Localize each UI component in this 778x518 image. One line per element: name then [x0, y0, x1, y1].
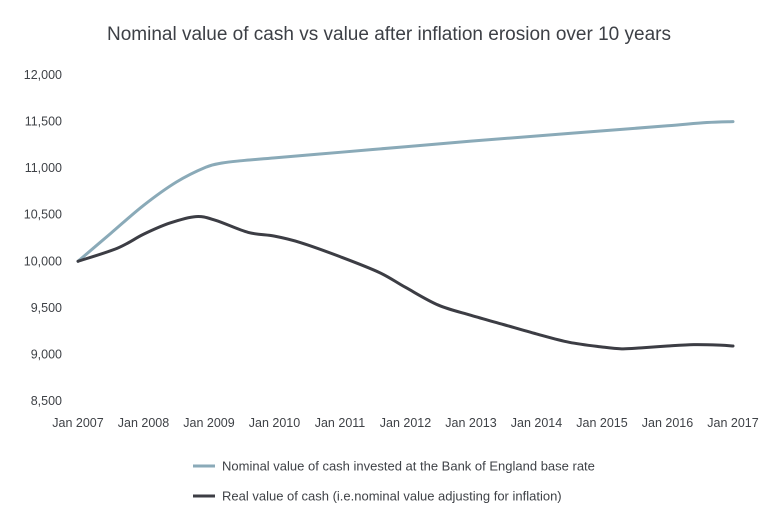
- legend-item-real: Real value of cash (i.e.nominal value ad…: [193, 489, 562, 504]
- y-tick-label: 8,500: [31, 394, 62, 408]
- nominal-value-line: [76, 120, 735, 263]
- x-tick-label: Jan 2014: [511, 416, 562, 430]
- y-tick-label: 11,000: [25, 161, 62, 175]
- y-tick-label: 10,000: [24, 254, 62, 268]
- x-tick-label: Jan 2009: [183, 416, 234, 430]
- legend: Nominal value of cash invested at the Ba…: [193, 459, 595, 504]
- x-tick-label: Jan 2015: [576, 416, 627, 430]
- y-tick-label: 9,500: [31, 301, 62, 315]
- x-tick-label: Jan 2013: [445, 416, 496, 430]
- x-tick-label: Jan 2008: [118, 416, 169, 430]
- legend-item-nominal: Nominal value of cash invested at the Ba…: [193, 459, 595, 474]
- legend-label: Nominal value of cash invested at the Ba…: [222, 459, 595, 474]
- x-tick-label: Jan 2016: [642, 416, 693, 430]
- y-tick-label: 9,000: [31, 347, 62, 361]
- x-tick-label: Jan 2011: [315, 416, 366, 430]
- y-axis: 8,500 9,000 9,500 10,000 10,500 11,000 11,500 1…: [24, 68, 62, 408]
- legend-label: Real value of cash (i.e.nominal value ad…: [222, 489, 562, 504]
- plot-area: [76, 120, 735, 351]
- chart-title: Nominal value of cash vs value after inf…: [107, 24, 671, 45]
- y-tick-label: 12,000: [24, 68, 62, 82]
- x-tick-label: Jan 2007: [52, 416, 103, 430]
- x-tick-label: Jan 2010: [249, 416, 300, 430]
- x-tick-label: Jan 2012: [380, 416, 431, 430]
- real-value-line: [76, 214, 735, 351]
- x-tick-label: Jan 2017: [707, 416, 758, 430]
- x-axis: Jan 2007 Jan 2008 Jan 2009 Jan 2010 Jan 2011…: [52, 416, 758, 430]
- y-tick-label: 10,500: [24, 208, 62, 222]
- y-tick-label: 11,500: [25, 115, 62, 129]
